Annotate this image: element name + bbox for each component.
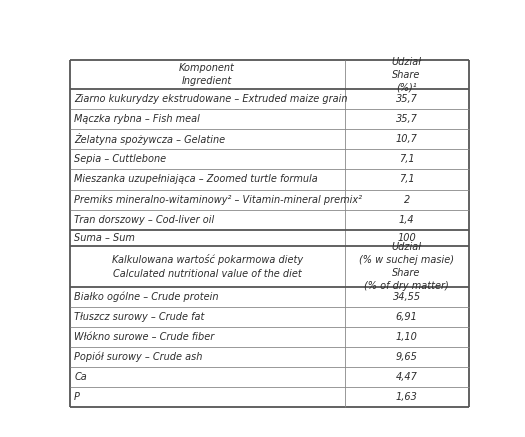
Text: 4,47: 4,47 bbox=[396, 371, 417, 382]
Text: Mączka rybna – Fish meal: Mączka rybna – Fish meal bbox=[74, 114, 200, 125]
Text: P: P bbox=[74, 392, 80, 402]
Text: Udział
(% w suchej masie)
Share
(% of dry matter): Udział (% w suchej masie) Share (% of dr… bbox=[359, 242, 454, 291]
Text: 35,7: 35,7 bbox=[396, 94, 417, 104]
Text: 100: 100 bbox=[397, 233, 416, 243]
Text: Włókno surowe – Crude fiber: Włókno surowe – Crude fiber bbox=[74, 332, 214, 342]
Text: 1,63: 1,63 bbox=[396, 392, 417, 402]
Text: 7,1: 7,1 bbox=[399, 154, 414, 164]
Text: 35,7: 35,7 bbox=[396, 114, 417, 125]
Text: Tłuszcz surowy – Crude fat: Tłuszcz surowy – Crude fat bbox=[74, 312, 205, 322]
Text: Suma – Sum: Suma – Sum bbox=[74, 233, 135, 243]
Text: Mieszanka uzupełniająca – Zoomed turtle formula: Mieszanka uzupełniająca – Zoomed turtle … bbox=[74, 174, 318, 184]
Text: 7,1: 7,1 bbox=[399, 174, 414, 184]
Text: 2: 2 bbox=[404, 194, 410, 205]
Text: Udział
Share
(%)¹: Udział Share (%)¹ bbox=[392, 56, 422, 93]
Text: Kalkulowana wartość pokarmowa diety
Calculated nutritional value of the diet: Kalkulowana wartość pokarmowa diety Calc… bbox=[111, 254, 302, 279]
Text: 10,7: 10,7 bbox=[396, 135, 417, 145]
Text: Popiół surowy – Crude ash: Popiół surowy – Crude ash bbox=[74, 351, 203, 362]
Text: 6,91: 6,91 bbox=[396, 312, 417, 322]
Text: Żelatyna spożywcza – Gelatine: Żelatyna spożywcza – Gelatine bbox=[74, 133, 225, 146]
Text: 9,65: 9,65 bbox=[396, 352, 417, 361]
Text: Sepia – Cuttlebone: Sepia – Cuttlebone bbox=[74, 154, 166, 164]
Text: 34,55: 34,55 bbox=[393, 291, 421, 302]
Text: 1,4: 1,4 bbox=[399, 215, 414, 225]
Text: Ziarno kukurydzy ekstrudowane – Extruded maize grain: Ziarno kukurydzy ekstrudowane – Extruded… bbox=[74, 94, 348, 104]
Text: Premiks mineralno-witaminowy² – Vitamin-mineral premix²: Premiks mineralno-witaminowy² – Vitamin-… bbox=[74, 194, 362, 205]
Text: 1,10: 1,10 bbox=[396, 332, 417, 342]
Text: Komponent
Ingredient: Komponent Ingredient bbox=[179, 63, 235, 87]
Text: Ca: Ca bbox=[74, 371, 87, 382]
Text: Tran dorszowy – Cod-liver oil: Tran dorszowy – Cod-liver oil bbox=[74, 215, 214, 225]
Text: Białko ogólne – Crude protein: Białko ogólne – Crude protein bbox=[74, 291, 218, 302]
